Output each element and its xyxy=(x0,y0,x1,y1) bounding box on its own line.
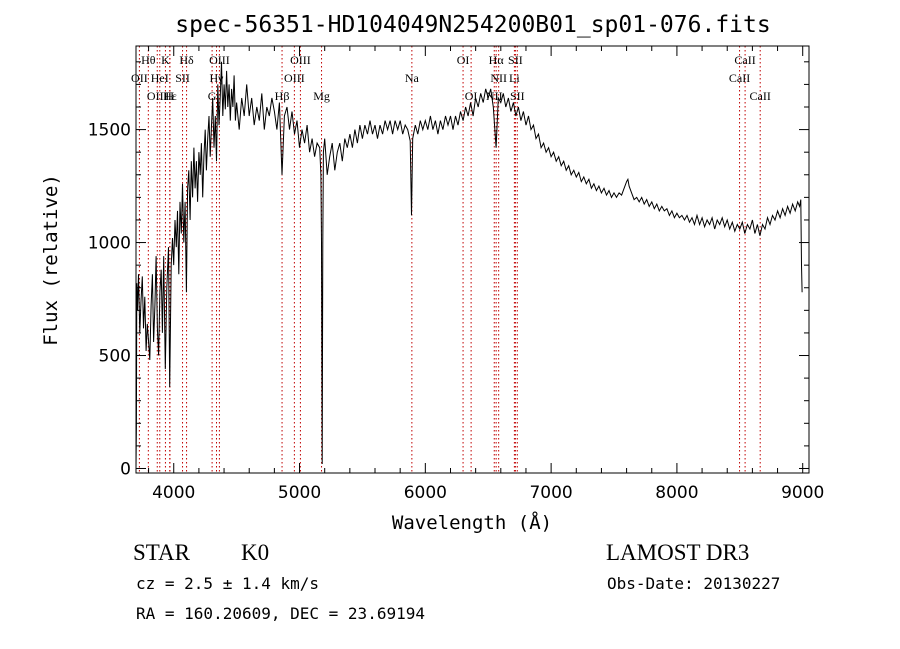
line-marker-label: Hδ xyxy=(179,53,194,67)
line-marker-label: SII xyxy=(175,71,190,85)
line-marker-label: CaII xyxy=(734,53,755,67)
y-axis-label: Flux (relative) xyxy=(40,174,62,346)
line-marker-label: NII xyxy=(490,71,507,85)
line-marker-label: OI xyxy=(465,89,478,103)
x-tick-label: 5000 xyxy=(278,483,321,503)
x-axis-ticks: 4000 5000 6000 7000 8000 9000 xyxy=(148,46,824,503)
line-marker-label: HeI xyxy=(151,71,169,85)
line-marker-label: OI xyxy=(457,53,470,67)
chart-title: spec-56351-HD104049N254200B01_sp01-076.f… xyxy=(175,12,770,38)
line-marker-label: Hε xyxy=(163,89,177,103)
line-marker-label: Mg xyxy=(313,89,330,103)
y-tick-label: 500 xyxy=(99,347,131,367)
x-tick-label: 8000 xyxy=(655,483,698,503)
line-marker-label: SII xyxy=(508,53,523,67)
line-marker-label: OIII xyxy=(147,89,168,103)
line-marker-label: Na xyxy=(405,71,420,85)
x-tick-label: 7000 xyxy=(529,483,572,503)
survey-name: LAMOST DR3 xyxy=(606,540,750,565)
line-marker-label: OIII xyxy=(209,53,230,67)
y-tick-label: 0 xyxy=(120,459,131,479)
line-marker-label: Hα xyxy=(489,53,505,67)
line-marker-label: Hβ xyxy=(275,89,290,103)
object-class: STAR xyxy=(133,540,190,565)
x-axis-label: Wavelength (Å) xyxy=(392,511,552,534)
object-subclass: K0 xyxy=(241,540,270,565)
y-tick-label: 1500 xyxy=(88,121,131,141)
y-axis-ticks: 0 500 1000 1500 xyxy=(88,61,809,479)
x-tick-label: 6000 xyxy=(404,483,447,503)
line-marker-label: CaII xyxy=(750,89,771,103)
ra-dec-coords: RA = 160.20609, DEC = 23.69194 xyxy=(136,604,425,623)
line-marker-label: OII xyxy=(131,71,148,85)
redshift-cz: cz = 2.5 ± 1.4 km/s xyxy=(136,574,320,593)
x-tick-label: 9000 xyxy=(781,483,824,503)
line-marker-label: K xyxy=(161,53,170,67)
line-markers xyxy=(138,46,761,473)
line-marker-label: OIII xyxy=(290,53,311,67)
line-marker-label: OIII xyxy=(284,71,305,85)
line-marker-label: CaII xyxy=(729,71,750,85)
x-tick-label: 4000 xyxy=(152,483,195,503)
obs-date: Obs-Date: 20130227 xyxy=(607,574,781,593)
line-marker-label: Hθ xyxy=(141,53,156,67)
line-marker-label: Li xyxy=(509,71,520,85)
line-marker-label: SII xyxy=(510,89,525,103)
line-marker-label: G xyxy=(208,89,217,103)
line-marker-label: H xyxy=(165,89,174,103)
spectrum-line xyxy=(135,61,803,469)
y-tick-label: 1000 xyxy=(88,234,131,254)
plot-frame xyxy=(135,45,810,474)
